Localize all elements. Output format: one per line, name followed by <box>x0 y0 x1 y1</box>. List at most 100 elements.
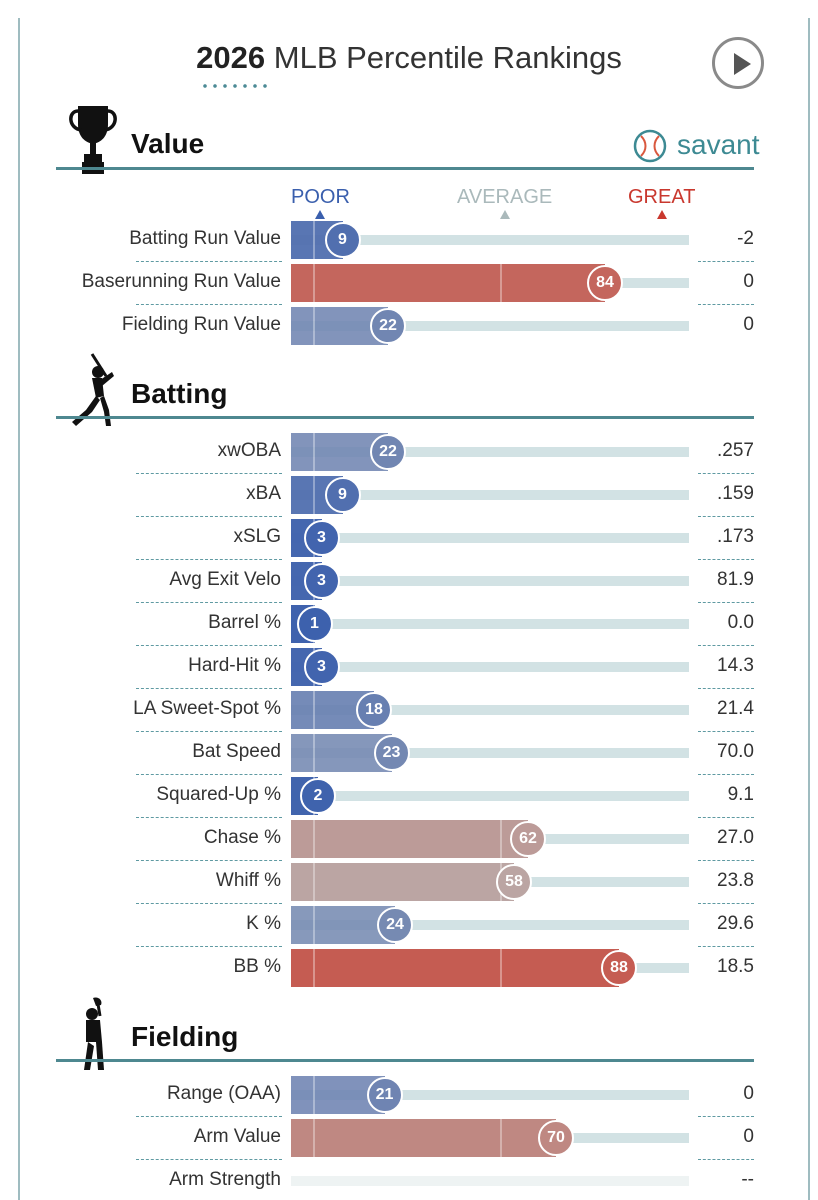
bar-track <box>291 791 689 801</box>
percentile-bar[interactable] <box>291 264 605 302</box>
play-icon[interactable] <box>712 37 764 89</box>
row-divider <box>136 817 282 818</box>
row-divider <box>698 817 754 818</box>
percentile-badge[interactable]: 3 <box>303 563 340 599</box>
row-divider <box>136 559 282 560</box>
row-label: xBA <box>246 483 281 504</box>
section-rule-batting <box>56 416 754 419</box>
row-value: 18.5 <box>717 956 754 977</box>
bar-track <box>291 662 689 672</box>
row-divider <box>136 1116 282 1117</box>
bar-track <box>291 1090 689 1100</box>
row-label: Range (OAA) <box>166 1083 281 1104</box>
row-divider <box>136 645 282 646</box>
row-label: Avg Exit Velo <box>169 569 281 590</box>
row-value: 29.6 <box>717 913 754 934</box>
row-label: xSLG <box>233 526 281 547</box>
row-value: -2 <box>737 228 754 249</box>
row-value: 70.0 <box>717 741 754 762</box>
row-divider <box>698 860 754 861</box>
percentile-badge[interactable]: 3 <box>303 649 340 685</box>
row-value: 21.4 <box>717 698 754 719</box>
baseball-icon <box>633 129 667 163</box>
row-divider <box>136 903 282 904</box>
bar-track <box>291 533 689 543</box>
percentile-badge[interactable]: 70 <box>538 1120 574 1156</box>
bar-gridline <box>313 691 315 729</box>
percentile-badge[interactable]: 21 <box>366 1077 403 1113</box>
row-divider <box>136 1159 282 1160</box>
percentile-badge[interactable]: 88 <box>601 950 637 986</box>
section-title-batting: Batting <box>131 378 228 409</box>
percentile-badge[interactable]: 84 <box>587 265 623 301</box>
bar-gridline <box>313 734 315 772</box>
row-value: 0 <box>743 1083 754 1104</box>
percentile-badge[interactable]: 58 <box>496 864 532 900</box>
percentile-badge[interactable]: 62 <box>510 821 546 857</box>
bar-track <box>291 1176 689 1186</box>
bar-gridline <box>313 476 315 514</box>
row-value: 0 <box>743 314 754 335</box>
percentile-badge[interactable]: 23 <box>373 735 410 771</box>
bar-track <box>291 321 689 331</box>
page-title: 2026 MLB Percentile Rankings <box>0 40 818 76</box>
row-value: .257 <box>717 440 754 461</box>
row-label: Whiff % <box>215 870 281 891</box>
row-label: Bat Speed <box>192 741 281 762</box>
bar-gridline <box>313 949 315 987</box>
percentile-badge[interactable]: 18 <box>356 692 392 728</box>
row-divider <box>136 473 282 474</box>
bar-track <box>291 490 689 500</box>
row-label: xwOBA <box>217 440 281 461</box>
row-divider <box>136 304 282 305</box>
percentile-bar[interactable] <box>291 1119 556 1157</box>
row-label: K % <box>246 913 281 934</box>
percentile-badge[interactable]: 9 <box>324 477 361 513</box>
bar-track <box>291 748 689 758</box>
percentile-bar[interactable] <box>291 949 619 987</box>
row-divider <box>698 903 754 904</box>
bar-gridline <box>500 949 502 987</box>
section-title-fielding: Fielding <box>131 1021 239 1052</box>
row-label: Chase % <box>203 827 281 848</box>
row-label: Fielding Run Value <box>121 314 281 335</box>
percentile-badge[interactable]: 1 <box>296 606 333 642</box>
section-rule-value <box>56 167 754 170</box>
title-underline-dots <box>200 84 270 88</box>
percentile-bar[interactable] <box>291 863 514 901</box>
scale-average: AVERAGE <box>457 186 553 219</box>
savant-brand[interactable]: savant <box>677 129 760 160</box>
row-value: 0 <box>743 271 754 292</box>
row-divider <box>698 774 754 775</box>
row-divider <box>136 946 282 947</box>
percentile-badge[interactable]: 2 <box>300 778 336 814</box>
percentile-badge[interactable]: 22 <box>370 434 406 470</box>
bar-gridline <box>313 1119 315 1157</box>
row-label: Barrel % <box>208 612 281 633</box>
percentile-badge[interactable]: 22 <box>370 308 406 344</box>
row-value: 0 <box>743 1126 754 1147</box>
bar-track <box>291 235 689 245</box>
row-divider <box>698 946 754 947</box>
title-text: MLB Percentile Rankings <box>273 40 622 75</box>
percentile-badge[interactable]: 3 <box>303 520 340 556</box>
percentile-bar[interactable] <box>291 820 528 858</box>
bar-track <box>291 920 689 930</box>
row-divider <box>698 516 754 517</box>
percentile-badge[interactable]: 9 <box>324 222 361 258</box>
row-label: Baserunning Run Value <box>81 271 281 292</box>
bar-gridline <box>313 820 315 858</box>
title-year: 2026 <box>196 40 266 75</box>
row-divider <box>136 516 282 517</box>
bar-gridline <box>500 820 502 858</box>
row-divider <box>136 860 282 861</box>
percentile-badge[interactable]: 24 <box>377 907 413 943</box>
section-rule-fielding <box>56 1059 754 1062</box>
row-label: Squared-Up % <box>156 784 281 805</box>
bar-track <box>291 705 689 715</box>
row-divider <box>136 731 282 732</box>
row-value: 81.9 <box>717 569 754 590</box>
row-value: 0.0 <box>727 612 754 633</box>
bar-gridline <box>313 1076 315 1114</box>
row-divider <box>698 602 754 603</box>
